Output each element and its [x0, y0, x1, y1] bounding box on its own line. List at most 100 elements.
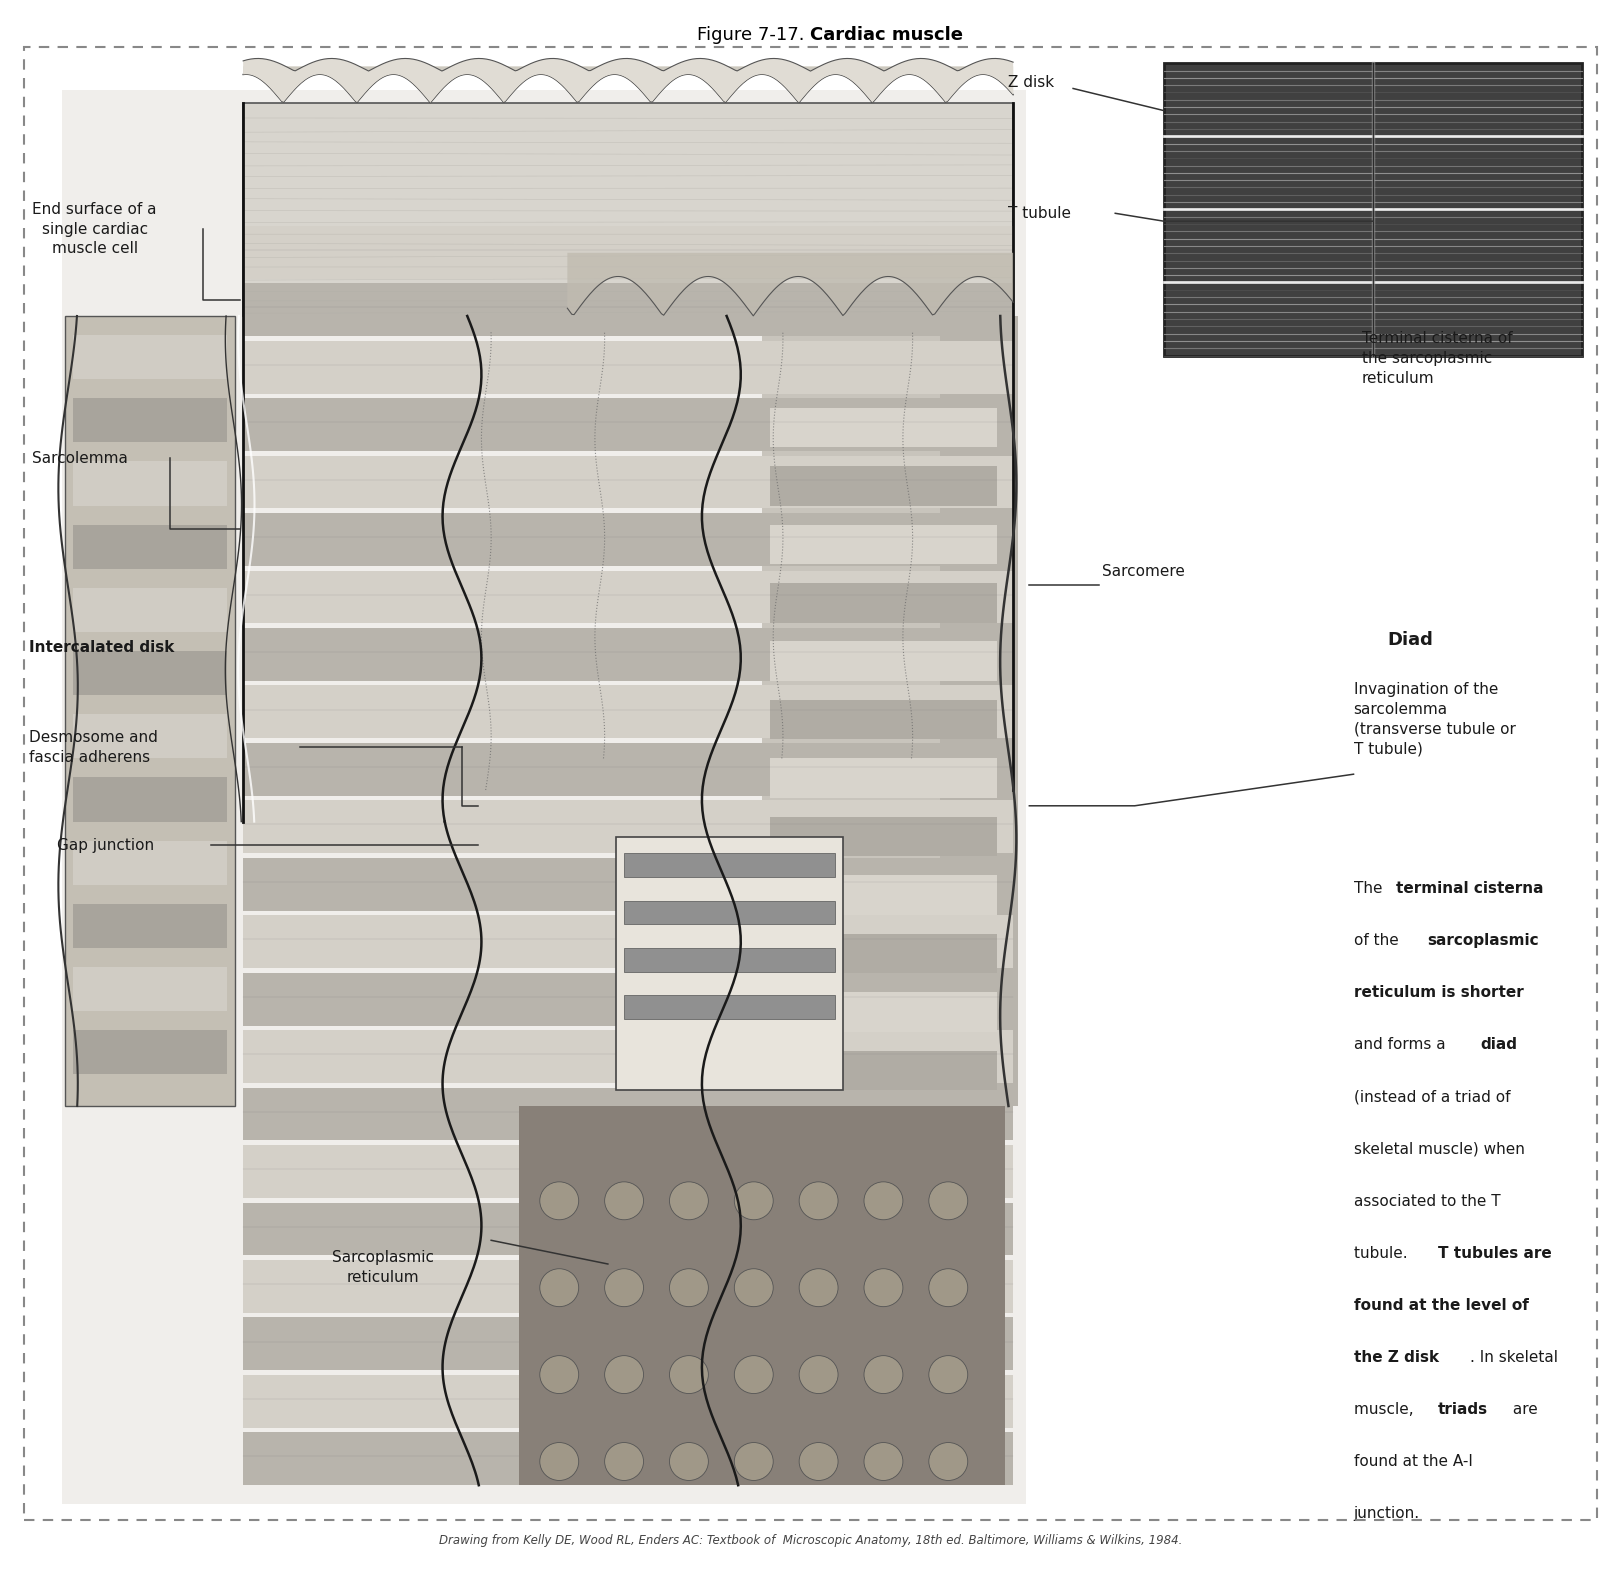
Text: T tubule: T tubule	[1008, 205, 1071, 221]
Text: tubule.: tubule.	[1354, 1245, 1412, 1261]
Bar	[770, 934, 997, 973]
Bar	[73, 1030, 227, 1074]
Text: Gap junction: Gap junction	[57, 837, 154, 853]
Bar	[762, 316, 1013, 1106]
Circle shape	[669, 1443, 708, 1480]
Polygon shape	[519, 1106, 1005, 1485]
Bar	[243, 801, 1013, 853]
Text: Figure 7-17.: Figure 7-17.	[697, 25, 810, 44]
Text: Z disk: Z disk	[1008, 74, 1054, 90]
Circle shape	[605, 1356, 644, 1394]
Bar	[243, 1202, 1013, 1256]
Bar	[243, 915, 1013, 969]
Bar	[243, 1433, 1013, 1485]
Circle shape	[734, 1182, 773, 1220]
Text: reticulum is shorter: reticulum is shorter	[1354, 984, 1524, 1000]
Circle shape	[669, 1269, 708, 1307]
Bar	[624, 853, 835, 877]
Circle shape	[929, 1269, 968, 1307]
Circle shape	[929, 1356, 968, 1394]
Circle shape	[669, 1182, 708, 1220]
Text: are: are	[1508, 1401, 1538, 1417]
Text: Intercalated disk: Intercalated disk	[29, 640, 175, 656]
Circle shape	[540, 1182, 579, 1220]
Bar	[243, 226, 1013, 278]
Bar	[770, 525, 997, 564]
Bar	[73, 841, 227, 885]
Text: diad: diad	[1480, 1036, 1517, 1052]
Text: terminal cisterna: terminal cisterna	[1396, 880, 1543, 896]
Circle shape	[929, 1443, 968, 1480]
Bar	[940, 316, 1018, 1106]
Text: Drawing from Kelly DE, Wood RL, Enders AC: Textbook of  Microscopic Anatomy, 18t: Drawing from Kelly DE, Wood RL, Enders A…	[439, 1534, 1182, 1547]
Bar	[73, 714, 227, 758]
Text: . In skeletal: . In skeletal	[1470, 1349, 1558, 1365]
Circle shape	[540, 1356, 579, 1394]
Text: T tubules are: T tubules are	[1438, 1245, 1551, 1261]
Circle shape	[929, 1182, 968, 1220]
Circle shape	[605, 1182, 644, 1220]
Text: sarcoplasmic: sarcoplasmic	[1426, 932, 1538, 948]
Circle shape	[864, 1182, 903, 1220]
Text: skeletal muscle) when: skeletal muscle) when	[1354, 1141, 1524, 1157]
Circle shape	[864, 1269, 903, 1307]
Bar	[624, 948, 835, 972]
Bar	[770, 992, 997, 1032]
Text: muscle,: muscle,	[1354, 1401, 1418, 1417]
Bar	[243, 1030, 1013, 1082]
Text: Cardiac muscle: Cardiac muscle	[810, 25, 963, 44]
Circle shape	[605, 1443, 644, 1480]
Bar	[243, 973, 1013, 1025]
Text: Diad: Diad	[1388, 630, 1433, 649]
Bar	[770, 875, 997, 915]
Bar	[616, 837, 843, 1090]
Text: Sarcomere: Sarcomere	[1102, 564, 1185, 580]
Circle shape	[799, 1269, 838, 1307]
Text: (instead of a triad of: (instead of a triad of	[1354, 1089, 1511, 1104]
Text: triads: triads	[1438, 1401, 1488, 1417]
Bar	[73, 967, 227, 1011]
Bar	[73, 904, 227, 948]
Bar	[243, 858, 1013, 910]
Bar	[770, 641, 997, 681]
Text: found at the A-I: found at the A-I	[1354, 1454, 1472, 1469]
Polygon shape	[65, 316, 235, 1106]
Bar	[770, 408, 997, 447]
Bar	[73, 588, 227, 632]
Circle shape	[669, 1356, 708, 1394]
Text: Invagination of the
sarcolemma
(transverse tubule or
T tubule): Invagination of the sarcolemma (transver…	[1354, 681, 1516, 757]
Circle shape	[540, 1269, 579, 1307]
Text: associated to the T: associated to the T	[1354, 1193, 1499, 1209]
Bar	[770, 1051, 997, 1090]
Bar	[243, 514, 1013, 566]
Circle shape	[734, 1356, 773, 1394]
Text: End surface of a
single cardiac
muscle cell: End surface of a single cardiac muscle c…	[32, 202, 157, 256]
Circle shape	[799, 1356, 838, 1394]
Bar	[243, 627, 1013, 681]
Bar	[243, 1087, 1013, 1141]
Bar	[243, 743, 1013, 796]
Circle shape	[799, 1182, 838, 1220]
Bar	[770, 758, 997, 798]
Circle shape	[734, 1443, 773, 1480]
Text: Desmosome and
fascia adherens: Desmosome and fascia adherens	[29, 730, 159, 765]
Bar	[243, 283, 1013, 337]
Text: found at the level of: found at the level of	[1354, 1297, 1529, 1313]
Bar	[770, 700, 997, 739]
Text: Sarcoplasmic
reticulum: Sarcoplasmic reticulum	[332, 1250, 434, 1285]
Bar	[73, 651, 227, 695]
Bar	[770, 583, 997, 623]
Bar	[1164, 63, 1582, 356]
Bar	[73, 461, 227, 506]
Bar	[624, 995, 835, 1019]
Circle shape	[605, 1269, 644, 1307]
Bar	[243, 570, 1013, 624]
Bar	[243, 686, 1013, 738]
Circle shape	[864, 1356, 903, 1394]
Text: Terminal cisterna of
the sarcoplasmic
reticulum: Terminal cisterna of the sarcoplasmic re…	[1362, 332, 1512, 386]
Bar	[243, 1146, 1013, 1198]
Bar	[73, 335, 227, 379]
Bar	[243, 398, 1013, 450]
Bar	[73, 777, 227, 822]
Polygon shape	[243, 103, 1013, 316]
